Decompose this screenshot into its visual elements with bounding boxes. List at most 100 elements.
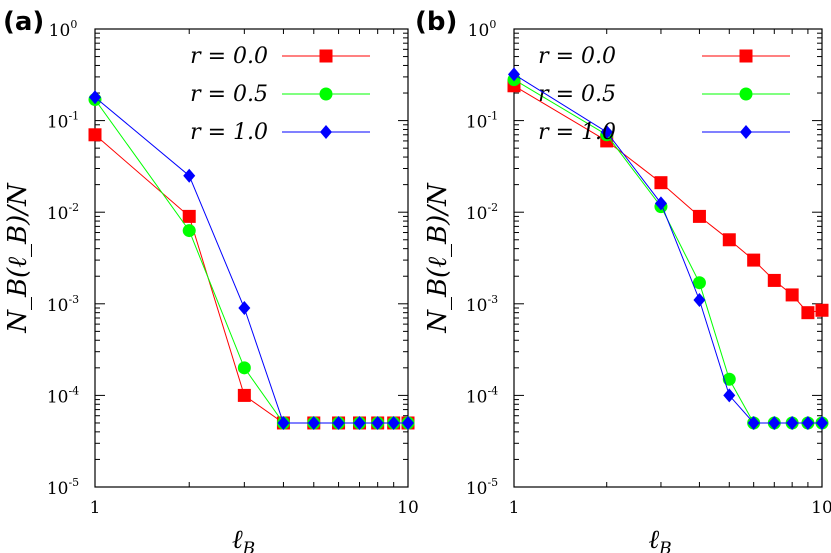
marker-square — [785, 288, 799, 302]
marker-circle — [319, 87, 333, 101]
y-tick-label: 100 — [49, 18, 78, 41]
y-tick-label: 10-4 — [47, 384, 79, 407]
y-tick-exponent: -3 — [487, 293, 498, 306]
marker-diamond — [332, 415, 345, 430]
marker-diamond — [740, 125, 752, 139]
legend-entry: r = 0.5 — [190, 82, 370, 107]
plot-frame — [513, 28, 823, 488]
legend-label: r = 0.5 — [190, 82, 268, 107]
y-tick-base: 10 — [47, 479, 69, 499]
legend-entry: r = 1.0 — [190, 120, 370, 145]
x-tick-label: 10 — [811, 498, 831, 518]
x-axis-label: ℓB — [232, 525, 255, 553]
marker-diamond — [238, 300, 251, 315]
marker-square — [767, 273, 781, 287]
series-line — [513, 85, 823, 314]
marker-circle — [692, 276, 706, 290]
y-tick-exponent: -1 — [487, 110, 498, 123]
legend-entry: r = 0.0 — [538, 44, 790, 69]
y-tick-base: 10 — [466, 113, 488, 133]
y-tick-label: 10-2 — [47, 201, 79, 224]
marker-diamond — [183, 168, 196, 183]
marker-diamond — [277, 415, 290, 430]
legend-entry: r = 0.5 — [538, 82, 790, 107]
y-tick-label: 10-1 — [47, 110, 79, 133]
marker-circle — [182, 224, 196, 238]
marker-square — [237, 388, 251, 402]
y-tick-label: 10-2 — [466, 201, 498, 224]
y-tick-label: 10-3 — [466, 293, 498, 316]
marker-diamond — [654, 196, 667, 211]
marker-diamond — [600, 125, 613, 140]
marker-diamond — [816, 415, 828, 430]
marker-diamond — [768, 415, 781, 430]
y-tick-exponent: -1 — [68, 110, 79, 123]
marker-diamond — [320, 125, 332, 139]
marker-diamond — [508, 67, 520, 82]
marker-diamond — [307, 415, 320, 430]
marker-diamond — [402, 415, 414, 430]
x-axis-label: ℓB — [648, 525, 671, 553]
legend-label: r = 0.0 — [190, 44, 268, 69]
marker-square — [739, 49, 753, 63]
legend-entry: r = 1.0 — [538, 120, 790, 145]
series-line — [513, 73, 822, 424]
legend-label: r = 1.0 — [538, 120, 616, 145]
panel-label: (b) — [415, 7, 457, 37]
marker-diamond — [353, 415, 366, 430]
series-square — [88, 128, 415, 430]
panel-label: (a) — [3, 7, 44, 37]
x-tick-label: 1 — [509, 498, 520, 518]
marker-circle — [722, 372, 736, 386]
marker-diamond — [723, 388, 736, 403]
y-axis-label: N_B(ℓ_B)/N — [3, 182, 33, 334]
y-tick-base: 10 — [49, 21, 71, 41]
marker-diamond — [693, 293, 706, 308]
marker-diamond — [387, 415, 400, 430]
y-tick-exponent: -5 — [487, 476, 498, 489]
legend-label: r = 0.0 — [538, 44, 616, 69]
y-tick-base: 10 — [466, 479, 488, 499]
y-tick-exponent: -2 — [68, 201, 79, 214]
marker-circle — [739, 87, 753, 101]
x-axis-label-sub: B — [658, 539, 672, 553]
series-diamond — [89, 90, 414, 430]
y-tick-exponent: 0 — [489, 18, 496, 31]
y-tick-base: 10 — [466, 204, 488, 224]
marker-diamond — [801, 415, 814, 430]
marker-square — [88, 128, 102, 142]
legend-label: r = 1.0 — [190, 120, 268, 145]
plot-frame — [94, 28, 409, 488]
y-tick-label: 10-5 — [466, 476, 498, 499]
y-tick-exponent: -5 — [68, 476, 79, 489]
y-tick-exponent: -4 — [487, 384, 498, 397]
marker-circle — [237, 361, 251, 375]
marker-square — [319, 49, 333, 63]
marker-square — [692, 209, 706, 223]
y-tick-base: 10 — [47, 113, 69, 133]
series-line — [94, 99, 408, 424]
y-tick-exponent: -3 — [68, 293, 79, 306]
y-tick-label: 100 — [468, 18, 497, 41]
series-line — [94, 134, 408, 424]
y-tick-base: 10 — [466, 387, 488, 407]
y-tick-label: 10-5 — [47, 476, 79, 499]
legend-label: r = 0.5 — [538, 82, 616, 107]
y-axis-label: N_B(ℓ_B)/N — [423, 182, 453, 334]
x-tick-label: 10 — [397, 498, 419, 518]
series-square — [507, 79, 829, 320]
y-tick-label: 10-4 — [466, 384, 498, 407]
y-tick-exponent: -2 — [487, 201, 498, 214]
y-tick-label: 10-3 — [47, 293, 79, 316]
marker-diamond — [747, 415, 760, 430]
y-tick-label: 10-1 — [466, 110, 498, 133]
series-diamond — [508, 67, 828, 430]
y-tick-base: 10 — [47, 387, 69, 407]
marker-diamond — [371, 415, 384, 430]
marker-square — [182, 209, 196, 223]
series-line — [94, 96, 408, 424]
marker-square — [747, 253, 761, 267]
